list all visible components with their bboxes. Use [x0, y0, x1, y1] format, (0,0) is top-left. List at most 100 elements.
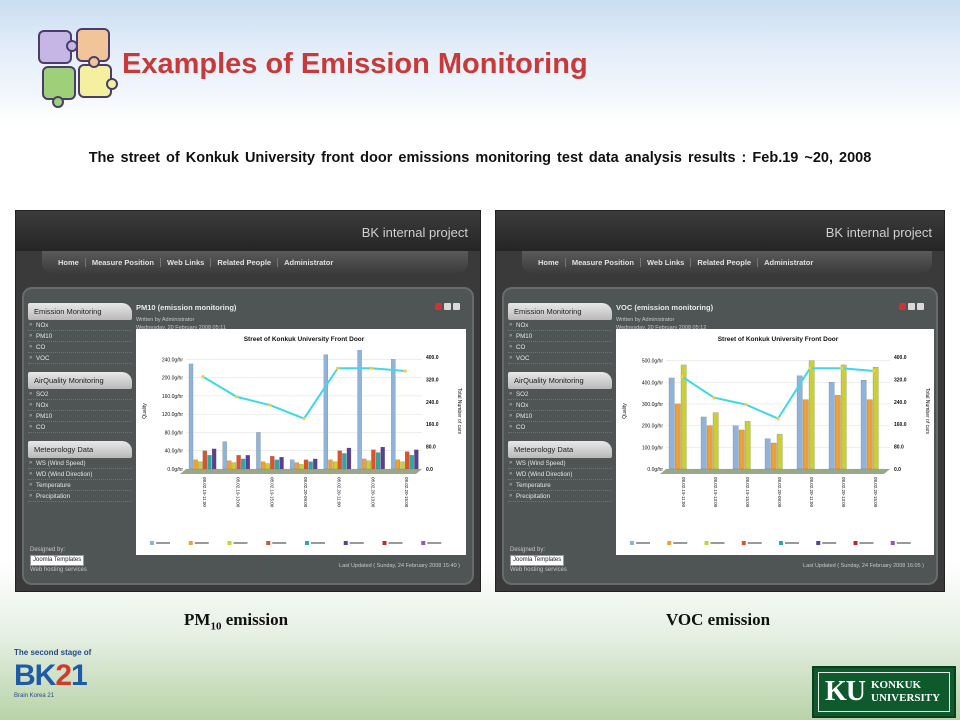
- sidebar-item-so2[interactable]: SO2: [508, 389, 612, 400]
- content-date: Wednesday, 20 February 2008 05:12: [616, 325, 707, 331]
- site-body: Emission Monitoring NOx PM10 CO VOC AirQ…: [502, 287, 938, 585]
- bar: [222, 441, 227, 470]
- web-hosting-link[interactable]: Web hosting services: [30, 567, 87, 573]
- slide-title: Examples of Emission Monitoring: [122, 48, 588, 80]
- sidebar-item-nox[interactable]: NOx: [508, 320, 612, 331]
- print-icon[interactable]: [444, 303, 451, 310]
- sidebar-heading: Emission Monitoring: [508, 303, 612, 320]
- sidebar-item-wind-speed[interactable]: WS (Wind Speed): [28, 458, 132, 469]
- puzzle-icon: [36, 26, 118, 108]
- legend-entry-mark: [896, 542, 911, 544]
- pdf-icon[interactable]: [899, 303, 906, 310]
- legend-entry-mark: [311, 542, 325, 544]
- sidebar-item-nox[interactable]: NOx: [28, 400, 132, 411]
- nav-administrator[interactable]: Administrator: [284, 257, 334, 267]
- sidebar-item-precipitation[interactable]: Precipitation: [508, 491, 612, 502]
- site-nav: Home Measure Position Web Links Related …: [42, 251, 468, 273]
- sidebar-item-nox[interactable]: NOx: [508, 400, 612, 411]
- y2-tick-label: 320.0: [426, 377, 439, 383]
- sidebar-item-voc[interactable]: VOC: [508, 353, 612, 364]
- y-axis-label: Quality: [622, 403, 628, 419]
- y2-tick-label: 0.0: [426, 467, 433, 473]
- legend-entry-mark: [388, 542, 403, 544]
- nav-measure-position[interactable]: Measure Position: [566, 257, 641, 267]
- bar: [680, 364, 687, 470]
- chart-floor: [660, 469, 890, 474]
- email-icon[interactable]: [453, 303, 460, 310]
- bar: [405, 451, 410, 470]
- bar: [738, 429, 745, 470]
- x-tick-label: 08.02.20-11:00: [809, 477, 814, 507]
- sidebar-item-so2[interactable]: SO2: [28, 389, 132, 400]
- pdf-icon[interactable]: [435, 303, 442, 310]
- site-header: BK internal project: [16, 211, 480, 251]
- sidebar-item-pm10[interactable]: PM10: [508, 331, 612, 342]
- print-icon[interactable]: [908, 303, 915, 310]
- nav-related-people[interactable]: Related People: [691, 257, 759, 267]
- sidebar-item-pm10[interactable]: PM10: [28, 331, 132, 342]
- legend-swatch: [188, 541, 193, 545]
- bar: [211, 448, 217, 470]
- email-icon[interactable]: [917, 303, 924, 310]
- sidebar-item-co[interactable]: CO: [508, 422, 612, 433]
- bar: [732, 425, 739, 470]
- content-meta: Written by Administrator Wednesday, 20 F…: [616, 316, 930, 332]
- y2-tick-label: 160.0: [894, 422, 907, 428]
- sidebar-item-wind-direction[interactable]: WD (Wind Direction): [28, 469, 132, 480]
- legend-entry-mark: [822, 542, 837, 544]
- legend-entry-mark: [427, 542, 442, 544]
- bar: [770, 442, 777, 470]
- x-tick-label: 08.02.19-13:00: [236, 477, 241, 508]
- bar: [279, 457, 284, 470]
- y-tick-label: 300.0g/hr: [642, 402, 663, 408]
- nav-web-links[interactable]: Web Links: [641, 257, 692, 267]
- bar: [265, 463, 270, 470]
- nav-home[interactable]: Home: [532, 257, 566, 267]
- y-tick-label: 160.0g/hr: [162, 394, 183, 400]
- konkuk-university-logo: KU KONKUK UNIVERSITY: [812, 666, 956, 718]
- legend-swatch: [890, 541, 895, 545]
- sidebar-item-wind-speed[interactable]: WS (Wind Speed): [508, 458, 612, 469]
- caption-pm10-suffix: emission: [221, 610, 289, 629]
- y-tick-label: 200.0g/hr: [162, 376, 183, 382]
- nav-home[interactable]: Home: [52, 257, 86, 267]
- bar: [764, 438, 771, 470]
- y2-tick-label: 400.0: [426, 355, 439, 361]
- line-point: [712, 396, 716, 400]
- bar: [323, 354, 328, 470]
- sidebar-item-co[interactable]: CO: [508, 342, 612, 353]
- sidebar-item-co[interactable]: CO: [28, 342, 132, 353]
- chart-title: Street of Konkuk University Front Door: [244, 336, 365, 343]
- nav-administrator[interactable]: Administrator: [764, 257, 814, 267]
- bar: [328, 459, 333, 470]
- site-nav: Home Measure Position Web Links Related …: [522, 251, 932, 273]
- joomla-templates-link[interactable]: Joomla Templates: [30, 555, 85, 566]
- sidebar-item-pm10[interactable]: PM10: [28, 411, 132, 422]
- web-hosting-link[interactable]: Web hosting services: [510, 567, 567, 573]
- sidebar-item-temperature[interactable]: Temperature: [508, 480, 612, 491]
- sidebar-item-voc[interactable]: VOC: [28, 353, 132, 364]
- nav-web-links[interactable]: Web Links: [161, 257, 212, 267]
- y2-axis-label: Total Number of cars: [924, 388, 930, 435]
- y2-tick-label: 80.0: [426, 445, 436, 451]
- legend-swatch: [266, 541, 271, 545]
- sidebar-item-nox[interactable]: NOx: [28, 320, 132, 331]
- sidebar-airquality-monitoring: AirQuality Monitoring SO2 NOx PM10 CO: [28, 372, 132, 433]
- sidebar-item-temperature[interactable]: Temperature: [28, 480, 132, 491]
- nav-related-people[interactable]: Related People: [211, 257, 279, 267]
- bar: [256, 432, 261, 470]
- y2-tick-label: 320.0: [894, 377, 907, 383]
- legend-swatch: [382, 541, 387, 545]
- legend-entry-mark: [194, 542, 209, 544]
- sidebar-item-wind-direction[interactable]: WD (Wind Direction): [508, 469, 612, 480]
- bar: [712, 412, 719, 470]
- sidebar-item-co[interactable]: CO: [28, 422, 132, 433]
- nav-measure-position[interactable]: Measure Position: [86, 257, 161, 267]
- sidebar-item-precipitation[interactable]: Precipitation: [28, 491, 132, 502]
- content-icons: [433, 303, 460, 312]
- x-tick-label: 08.02.19-11:00: [202, 477, 207, 507]
- sidebar-item-pm10[interactable]: PM10: [508, 411, 612, 422]
- joomla-templates-link[interactable]: Joomla Templates: [510, 555, 565, 566]
- bar: [802, 399, 809, 470]
- bar: [303, 459, 309, 470]
